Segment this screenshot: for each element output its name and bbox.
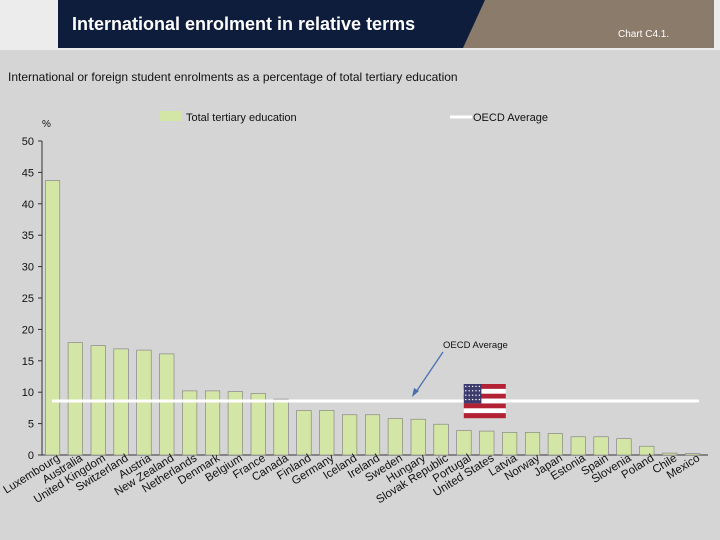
- flag-star: [468, 385, 470, 388]
- bar-chile: [662, 452, 678, 456]
- flag-stripe: [463, 408, 506, 414]
- flag-stripe: [463, 388, 506, 394]
- y-tick-label: 15: [22, 356, 34, 368]
- flag-star: [468, 398, 470, 401]
- flag-star: [478, 390, 481, 392]
- y-tick-label: 45: [22, 167, 34, 179]
- bar-ireland: [364, 414, 381, 456]
- bar-iceland: [342, 414, 358, 456]
- bar-mexico: [684, 453, 701, 456]
- flag-star: [478, 385, 481, 388]
- y-tick-label: 35: [22, 230, 34, 242]
- flag-star: [478, 394, 481, 396]
- bar-denmark: [205, 390, 221, 456]
- chart-subtitle: International or foreign student enrolme…: [8, 70, 458, 84]
- flag-stripe: [463, 384, 506, 390]
- bar-netherlands: [182, 390, 198, 456]
- title-tab: [58, 0, 463, 48]
- flag-star: [475, 385, 477, 388]
- y-tick-label: 5: [28, 419, 34, 431]
- flag-star: [465, 385, 467, 388]
- y-tick-label: 50: [22, 136, 34, 148]
- flag-star: [471, 385, 474, 388]
- bar-australia: [67, 342, 83, 456]
- bar-japan: [547, 433, 563, 456]
- flag-stripe: [463, 403, 506, 409]
- bar-sweden: [387, 418, 403, 456]
- bar-slovenia: [616, 438, 632, 456]
- flag-star: [475, 390, 477, 392]
- bar-united-states: [479, 430, 495, 456]
- annotation-label: OECD Average: [443, 340, 508, 351]
- chart-reference: Chart C4.1.: [618, 29, 670, 40]
- flag-canton: [463, 384, 482, 404]
- flag-stripe: [463, 393, 506, 399]
- annotation-arrow-head: [412, 388, 419, 397]
- y-axis-unit-label: %: [42, 119, 51, 130]
- y-tick-label: 10: [22, 387, 34, 399]
- header-side-tab: [454, 0, 714, 48]
- page-title: International enrolment in relative term…: [72, 14, 416, 34]
- flag-star: [471, 390, 474, 392]
- header: International enrolment in relative term…: [0, 0, 720, 50]
- flag-star: [471, 394, 474, 396]
- bar-poland: [639, 445, 655, 456]
- y-tick-label: 25: [22, 293, 34, 305]
- bar-portugal: [456, 430, 472, 456]
- flag-star: [478, 398, 481, 401]
- bar-belgium: [227, 391, 243, 456]
- bar-canada: [273, 398, 289, 456]
- flag-stripe: [463, 398, 506, 404]
- bar-finland: [296, 410, 312, 456]
- bar-spain: [593, 436, 609, 456]
- bar-luxembourg: [44, 180, 61, 456]
- bar-hungary: [410, 418, 426, 456]
- flag-star: [468, 390, 470, 392]
- bar-austria: [136, 349, 152, 456]
- us-flag-icon: [463, 384, 506, 419]
- flag-star: [475, 394, 477, 396]
- y-tick-label: 0: [28, 450, 34, 462]
- legend-label-oecd-average: OECD Average: [473, 112, 548, 124]
- y-tick-label: 40: [22, 199, 34, 211]
- bar-norway: [524, 432, 541, 456]
- flag-stripe: [463, 413, 506, 419]
- bar-new-zealand: [159, 353, 175, 456]
- flag-star: [475, 398, 477, 401]
- y-tick-label: 30: [22, 262, 34, 274]
- flag-star: [465, 390, 467, 392]
- legend-swatch-total-tertiary: [160, 111, 181, 121]
- bar-latvia: [502, 432, 518, 456]
- flag-star: [468, 394, 470, 396]
- flag-star: [465, 394, 467, 396]
- bar-germany: [319, 410, 335, 456]
- flag-star: [471, 398, 474, 401]
- bar-france: [250, 393, 266, 456]
- bar-slovak-republic: [433, 423, 449, 456]
- y-tick-label: 20: [22, 324, 34, 336]
- flag-star: [465, 398, 467, 401]
- annotation-arrow: [415, 351, 444, 393]
- title-tab-notch: [463, 0, 485, 48]
- bar-estonia: [570, 436, 586, 456]
- legend-label-total-tertiary: Total tertiary education: [186, 112, 297, 124]
